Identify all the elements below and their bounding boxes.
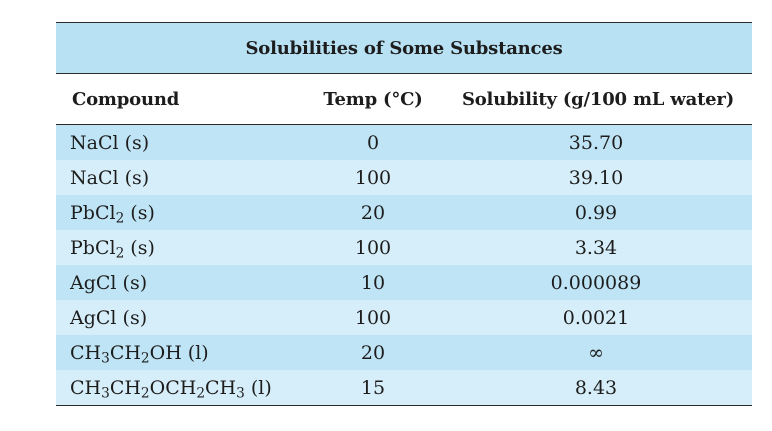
table-row: AgCl (s) 100 0.0021 — [56, 300, 752, 335]
formula-subscript: 3 — [101, 384, 110, 401]
cell-compound: AgCl (s) — [56, 272, 306, 294]
formula-subscript: 2 — [196, 384, 206, 401]
formula-text: (s) — [124, 236, 155, 259]
table-row: NaCl (s) 0 35.70 — [56, 125, 752, 160]
column-header-temp: Temp (°C) — [323, 88, 423, 110]
formula-subscript: 2 — [140, 384, 150, 401]
cell-solubility: 8.43 — [574, 376, 618, 399]
solubility-table: Solubilities of Some Substances Compound… — [56, 22, 752, 406]
table-row: AgCl (s) 10 0.000089 — [56, 265, 752, 300]
formula-text: AgCl (s) — [70, 306, 148, 329]
formula-subscript: 2 — [115, 209, 125, 226]
formula-text: CH — [70, 376, 102, 399]
formula-subscript: 2 — [115, 244, 125, 261]
cell-temp: 100 — [354, 236, 392, 259]
table-row: CH3CH2OH (l) 20 ∞ — [56, 335, 752, 370]
formula-text: OCH — [149, 376, 197, 399]
cell-solubility: 0.000089 — [550, 271, 642, 294]
cell-solubility: ∞ — [588, 341, 604, 364]
formula-subscript: 3 — [101, 349, 110, 366]
formula-subscript: 3 — [236, 384, 245, 401]
table-row: NaCl (s) 100 39.10 — [56, 160, 752, 195]
cell-temp: 0 — [366, 131, 380, 154]
cell-compound: NaCl (s) — [56, 132, 306, 154]
table-title: Solubilities of Some Substances — [56, 22, 752, 74]
table-header-row: Compound Temp (°C) Solubility (g/100 mL … — [56, 74, 752, 125]
formula-text: CH — [109, 341, 141, 364]
table-body: NaCl (s) 0 35.70 NaCl (s) 100 39.10 PbCl2 (s) 2… — [56, 125, 752, 406]
cell-compound: PbCl2 (s) — [56, 236, 306, 261]
formula-text: CH — [205, 376, 237, 399]
table-row: PbCl2 (s) 20 0.99 — [56, 195, 752, 230]
cell-temp: 20 — [360, 201, 386, 224]
cell-solubility: 35.70 — [568, 131, 624, 154]
formula-text: PbCl — [70, 201, 116, 224]
cell-solubility: 0.99 — [574, 201, 618, 224]
cell-solubility: 0.0021 — [562, 306, 630, 329]
column-header-compound: Compound — [72, 88, 180, 110]
cell-temp: 10 — [360, 271, 386, 294]
formula-text: NaCl (s) — [70, 166, 150, 189]
cell-solubility: 39.10 — [568, 166, 624, 189]
cell-compound: NaCl (s) — [56, 167, 306, 189]
formula-text: OH (l) — [149, 341, 209, 364]
formula-text: (l) — [244, 376, 272, 399]
formula-text: CH — [109, 376, 141, 399]
column-header-solubility: Solubility (g/100 mL water) — [461, 88, 735, 110]
cell-temp: 15 — [360, 376, 386, 399]
formula-text: PbCl — [70, 236, 116, 259]
formula-subscript: 2 — [140, 349, 150, 366]
cell-solubility: 3.34 — [574, 236, 618, 259]
cell-compound: AgCl (s) — [56, 307, 306, 329]
table-row: CH3CH2OCH2CH3 (l) 15 8.43 — [56, 370, 752, 405]
table-row: PbCl2 (s) 100 3.34 — [56, 230, 752, 265]
cell-temp: 100 — [354, 306, 392, 329]
formula-text: AgCl (s) — [70, 271, 148, 294]
formula-text: NaCl (s) — [70, 131, 150, 154]
formula-text: CH — [70, 341, 102, 364]
cell-temp: 20 — [360, 341, 386, 364]
formula-text: (s) — [124, 201, 155, 224]
cell-compound: CH3CH2OCH2CH3 (l) — [56, 376, 306, 401]
cell-compound: PbCl2 (s) — [56, 201, 306, 226]
cell-compound: CH3CH2OH (l) — [56, 341, 306, 366]
cell-temp: 100 — [354, 166, 392, 189]
